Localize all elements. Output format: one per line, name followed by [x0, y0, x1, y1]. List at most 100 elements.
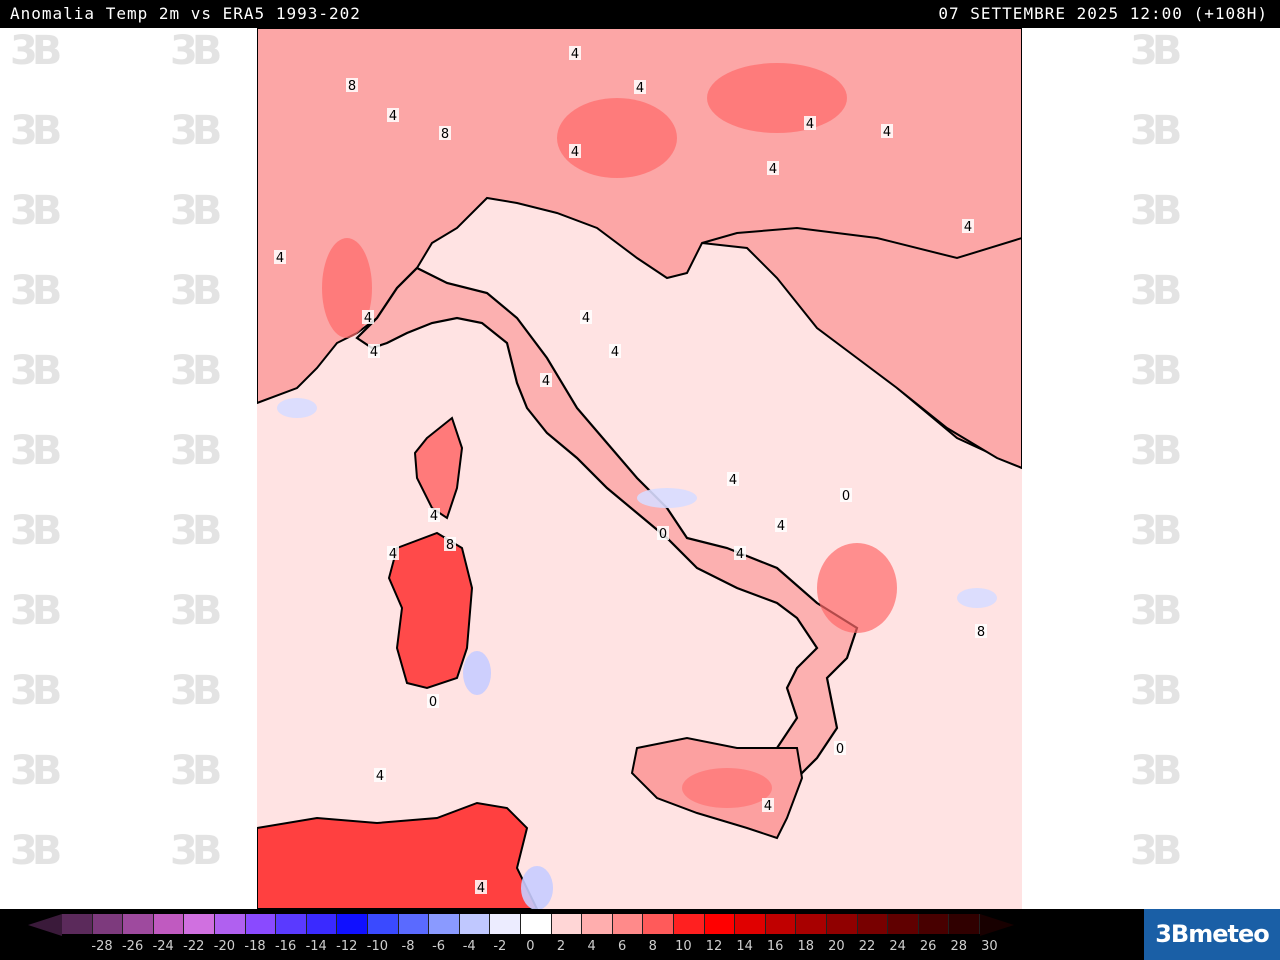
watermark-logo: 3B — [170, 828, 222, 874]
watermark-logo: 3B — [10, 828, 62, 874]
colorbar-cell — [918, 914, 950, 934]
contour-label-bg — [346, 78, 358, 92]
warm-area — [707, 63, 847, 133]
contour-label: 4 — [430, 509, 438, 524]
contour-label-bg — [975, 624, 987, 638]
warm-area — [817, 543, 897, 633]
colorbar-tick-label: -4 — [462, 939, 476, 954]
colorbar-cell — [735, 914, 766, 934]
contour-label-bg — [569, 144, 581, 158]
cool-area — [277, 398, 317, 418]
watermark-logo: 3B — [1130, 268, 1182, 314]
contour-label: 4 — [389, 109, 397, 124]
contour-label-bg — [734, 546, 746, 560]
colorbar-cell — [337, 914, 368, 934]
contour-label: 8 — [977, 625, 985, 640]
colorbar-cell — [306, 914, 338, 934]
colorbar-cell — [184, 914, 215, 934]
colorbar-tick-label: 18 — [797, 939, 815, 954]
contour-label: 0 — [842, 489, 850, 504]
watermark-logo: 3B — [170, 28, 222, 74]
contour-label: 4 — [370, 345, 378, 360]
colorbar-tick-label: 14 — [736, 939, 753, 954]
contour-label: 8 — [348, 79, 356, 94]
colorbar-tick-label: 16 — [766, 939, 784, 954]
contour-label-bg — [387, 546, 399, 560]
colorbar-tick-label: 12 — [705, 939, 723, 954]
colorbar-min-arrow — [28, 914, 62, 936]
contour-label-bg — [427, 694, 439, 708]
contour-label: 4 — [777, 519, 785, 534]
cool-area — [637, 488, 697, 508]
colorbar-max-arrow — [980, 914, 1014, 936]
contour-label-bg — [840, 488, 852, 502]
map-title: Anomalia Temp 2m vs ERA5 1993-202 — [10, 4, 361, 23]
contour-label-bg — [762, 798, 774, 812]
watermark-logo: 3B — [10, 428, 62, 474]
watermark-logo: 3B — [1130, 108, 1182, 154]
colorbar-cell — [92, 914, 124, 934]
contour-label: 4 — [389, 547, 397, 562]
contour-label-bg — [444, 537, 456, 551]
colorbar-tick-label: -10 — [366, 939, 389, 954]
watermark-logo: 3B — [170, 188, 222, 234]
contour-label: 4 — [542, 374, 550, 389]
contour-label: 4 — [806, 117, 814, 132]
3bmeteo-logo: 3Bmeteo — [1144, 909, 1280, 960]
contour-label: 4 — [276, 251, 284, 266]
corsica — [413, 416, 464, 520]
watermark-logo: 3B — [170, 588, 222, 634]
contour-label-bg — [540, 373, 552, 387]
colorbar-tick-label: 28 — [950, 939, 968, 954]
watermark-logo: 3B — [1130, 748, 1182, 794]
watermark-logo: 3B — [10, 188, 62, 234]
contour-label-bg — [834, 741, 846, 755]
contour-label-bg — [657, 526, 669, 540]
contour-label: 4 — [729, 473, 737, 488]
colorbar-tick-label: 2 — [556, 939, 566, 954]
contour-label-bg — [767, 161, 779, 175]
contour-label-bg — [580, 310, 592, 324]
colorbar-cell — [459, 914, 491, 934]
contour-label: 4 — [611, 345, 619, 360]
colorbar-tick-label: -14 — [305, 939, 327, 954]
contour-label: 8 — [441, 127, 449, 142]
colorbar-tick-label: 6 — [618, 939, 627, 954]
contour-label-bg — [609, 344, 621, 358]
colorbar-cell — [245, 914, 277, 934]
contour-label: 4 — [636, 81, 644, 96]
watermark-logo: 3B — [170, 428, 222, 474]
watermark-logo: 3B — [10, 588, 62, 634]
contour-label: 4 — [376, 769, 384, 784]
contour-label: 0 — [429, 695, 437, 710]
colorbar-bar: -28 -26 -24 -22 -20 -18 -16 -14 -12 -10 -8 -6 -4 -2 0 2… — [0, 909, 1280, 960]
watermark-logo: 3B — [170, 508, 222, 554]
watermark-logo: 3B — [170, 748, 222, 794]
contour-label-bg — [962, 219, 974, 233]
colorbar-cell — [612, 914, 644, 934]
contour-label: 4 — [571, 145, 579, 160]
watermark-logo: 3B — [170, 268, 222, 314]
colorbar-tick-label: -16 — [274, 939, 297, 954]
contour-label-bg — [439, 126, 451, 140]
colorbar-cell — [490, 914, 521, 934]
colorbar-tick-label: -8 — [401, 939, 415, 954]
watermark-logo: 3B — [1130, 188, 1182, 234]
colorbar-cell — [949, 914, 980, 934]
colorbar-tick-label: -18 — [244, 939, 266, 954]
colorbar-cell — [674, 914, 705, 934]
colorbar-cell — [888, 914, 919, 934]
north-africa — [257, 801, 539, 909]
title-bar: Anomalia Temp 2m vs ERA5 1993-202 07 SET… — [0, 0, 1280, 28]
colorbar-tick-label: -26 — [121, 939, 144, 954]
watermark-logo: 3B — [10, 108, 62, 154]
colorbar-tick-label: 22 — [858, 939, 876, 954]
watermark-logo: 3B — [1130, 588, 1182, 634]
colorbar-cell — [123, 914, 154, 934]
colorbar-cell — [153, 914, 185, 934]
contour-label-bg — [804, 116, 816, 130]
contour-label: 4 — [769, 162, 777, 177]
warm-area — [557, 98, 677, 178]
warm-area — [682, 768, 772, 808]
